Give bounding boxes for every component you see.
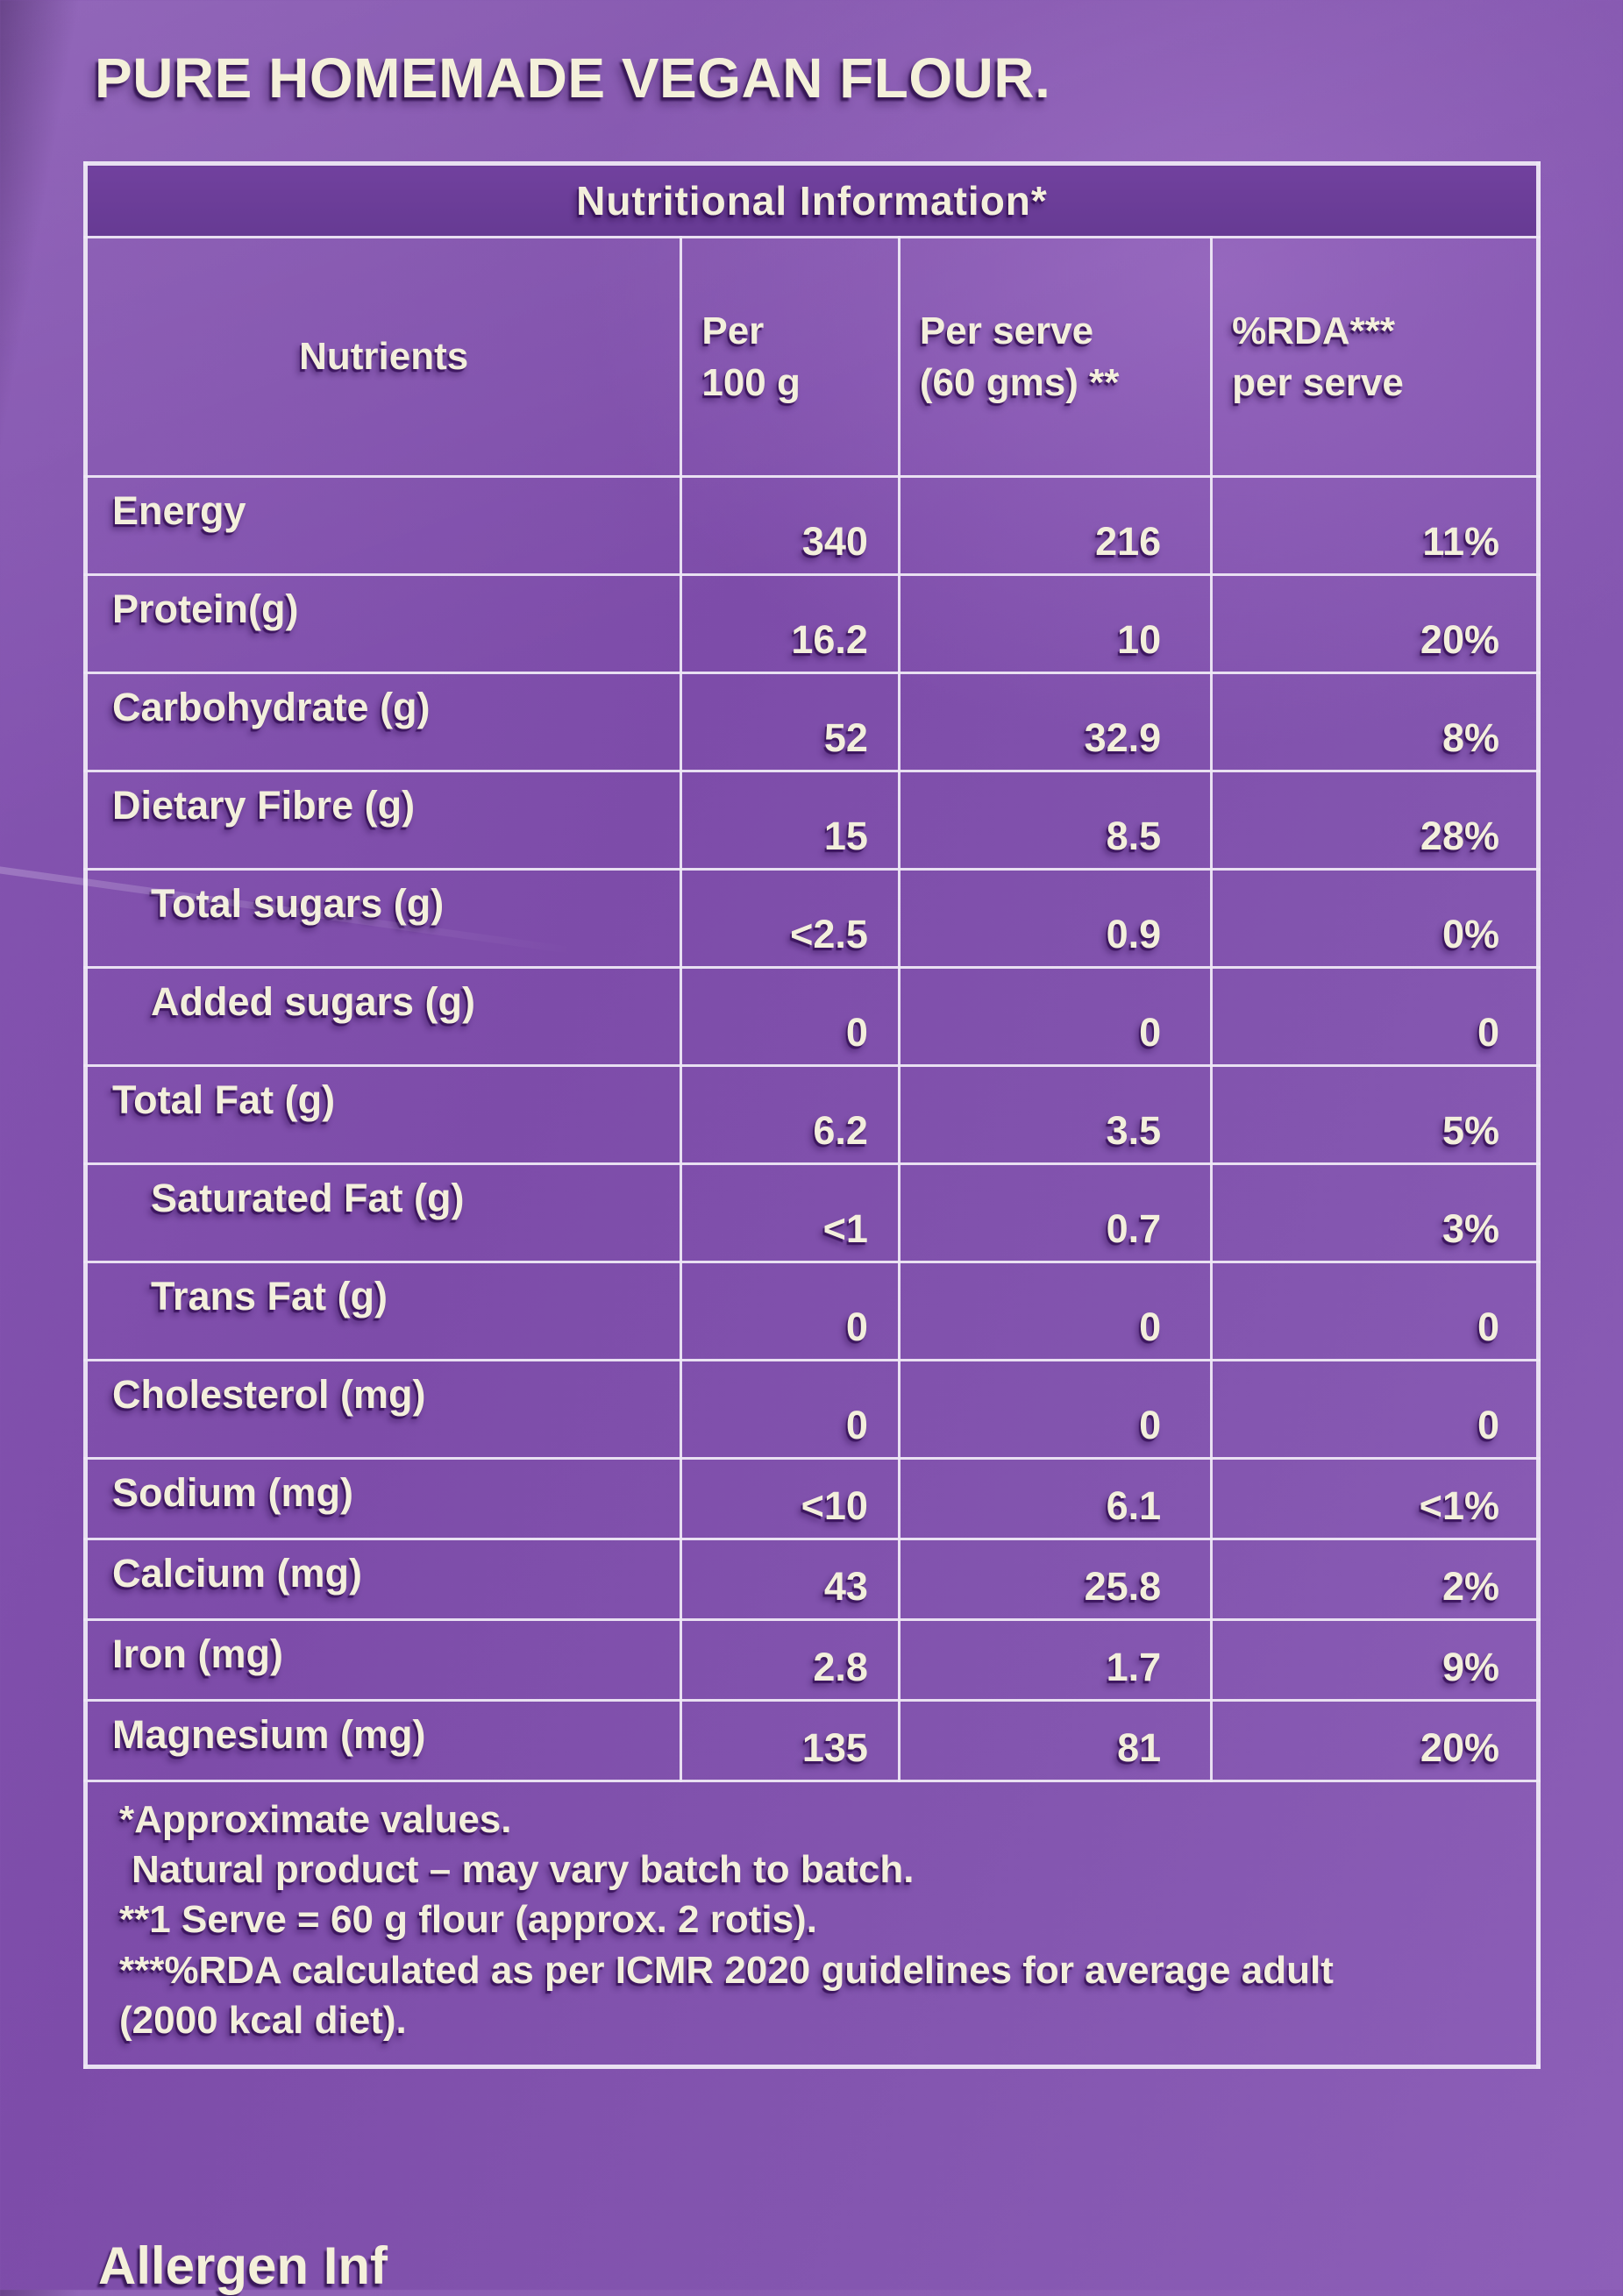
value-per-100g: 52	[680, 672, 900, 772]
nutrient-label: Total sugars (g)	[83, 868, 683, 969]
value-per-serve: 0.9	[897, 868, 1214, 969]
col-header-nutrients: Nutrients	[83, 236, 683, 478]
value-per-serve: 32.9	[897, 672, 1214, 772]
value-rda: 8%	[1210, 672, 1540, 772]
value-rda: 0	[1210, 1261, 1540, 1361]
table-header-row: Nutrients Per 100 g Per serve (60 gms) *…	[83, 236, 1540, 478]
value-per-serve: 3.5	[897, 1064, 1214, 1165]
nutrient-row: Carbohydrate (g) 52 32.9 8%	[83, 672, 1540, 772]
footnote: **1 Serve = 60 g flour (approx. 2 rotis)…	[119, 1898, 817, 1942]
value-rda: 0%	[1210, 868, 1540, 969]
value-per-serve: 0.7	[897, 1162, 1214, 1263]
footnote: *Approximate values.	[119, 1798, 512, 1841]
value-per-serve: 6.1	[897, 1457, 1214, 1540]
nutrient-row: Energy 340 216 11%	[83, 475, 1540, 576]
value-per-100g: 6.2	[680, 1064, 900, 1165]
value-per-serve: 8.5	[897, 770, 1214, 871]
value-per-100g: 16.2	[680, 573, 900, 674]
nutrient-label: Energy	[83, 475, 683, 576]
value-per-100g: 43	[680, 1538, 900, 1621]
nutrient-label: Sodium (mg)	[83, 1457, 683, 1540]
value-rda: 2%	[1210, 1538, 1540, 1621]
nutrient-label: Total Fat (g)	[83, 1064, 683, 1165]
nutrient-row: Iron (mg) 2.8 1.7 9%	[83, 1618, 1540, 1702]
value-per-serve: 216	[897, 475, 1214, 576]
value-rda: 20%	[1210, 573, 1540, 674]
nutrient-row: Cholesterol (mg) 0 0 0	[83, 1359, 1540, 1460]
nutrient-row: Dietary Fibre (g) 15 8.5 28%	[83, 770, 1540, 871]
value-per-100g: 135	[680, 1699, 900, 1782]
value-per-100g: 0	[680, 1359, 900, 1460]
nutrient-label: Carbohydrate (g)	[83, 672, 683, 772]
nutrient-label: Protein(g)	[83, 573, 683, 674]
value-per-serve: 25.8	[897, 1538, 1214, 1621]
value-rda: 20%	[1210, 1699, 1540, 1782]
footnote: ***%RDA calculated as per ICMR 2020 guid…	[119, 1948, 1334, 2042]
value-per-100g: <10	[680, 1457, 900, 1540]
nutrient-row: Total sugars (g) <2.5 0.9 0%	[83, 868, 1540, 969]
nutrient-row: Protein(g) 16.2 10 20%	[83, 573, 1540, 674]
footnotes: *Approximate values. Natural product – ma…	[119, 1795, 1513, 2045]
footnote: Natural product – may vary batch to batc…	[132, 1848, 915, 1892]
table-title: Nutritional Information*	[84, 162, 1540, 238]
nutrient-label: Trans Fat (g)	[83, 1261, 683, 1361]
value-per-100g: 0	[680, 966, 900, 1067]
value-per-100g: 15	[680, 770, 900, 871]
value-per-100g: 340	[680, 475, 900, 576]
nutrient-row: Sodium (mg) <10 6.1 <1%	[83, 1457, 1540, 1540]
allergen-heading-partial: Allergen Inf	[98, 2236, 388, 2295]
col-header-per-serve: Per serve (60 gms) **	[897, 236, 1214, 478]
value-rda: 0	[1210, 1359, 1540, 1460]
product-title: PURE HOMEMADE VEGAN FLOUR.	[95, 46, 1051, 110]
value-per-100g: 0	[680, 1261, 900, 1361]
value-per-serve: 0	[897, 1261, 1214, 1361]
nutrient-row: Saturated Fat (g) <1 0.7 3%	[83, 1162, 1540, 1263]
nutrient-row: Calcium (mg) 43 25.8 2%	[83, 1538, 1540, 1621]
nutrient-label: Added sugars (g)	[83, 966, 683, 1067]
nutrient-label: Cholesterol (mg)	[83, 1359, 683, 1460]
nutrient-label: Saturated Fat (g)	[83, 1162, 683, 1263]
value-per-serve: 0	[897, 1359, 1214, 1460]
nutrient-label: Magnesium (mg)	[83, 1699, 683, 1782]
value-rda: 0	[1210, 966, 1540, 1067]
value-rda: 28%	[1210, 770, 1540, 871]
table-title-row: Nutritional Information*	[84, 162, 1540, 238]
nutrition-table: Nutritional Information* Nutrients Per 1…	[83, 161, 1541, 2069]
nutrient-row: Total Fat (g) 6.2 3.5 5%	[83, 1064, 1540, 1165]
value-per-100g: 2.8	[680, 1618, 900, 1702]
value-per-serve: 10	[897, 573, 1214, 674]
value-rda: 9%	[1210, 1618, 1540, 1702]
value-per-serve: 81	[897, 1699, 1214, 1782]
footnotes-row: *Approximate values. Natural product – ma…	[84, 1780, 1540, 2068]
nutrient-row: Added sugars (g) 0 0 0	[83, 966, 1540, 1067]
value-per-serve: 0	[897, 966, 1214, 1067]
col-header-rda: %RDA*** per serve	[1210, 236, 1540, 478]
value-rda: 11%	[1210, 475, 1540, 576]
value-per-serve: 1.7	[897, 1618, 1214, 1702]
nutrient-label: Calcium (mg)	[83, 1538, 683, 1621]
nutrient-label: Dietary Fibre (g)	[83, 770, 683, 871]
value-rda: 5%	[1210, 1064, 1540, 1165]
value-rda: <1%	[1210, 1457, 1540, 1540]
nutrient-label: Iron (mg)	[83, 1618, 683, 1702]
value-per-100g: <1	[680, 1162, 900, 1263]
nutrient-row: Trans Fat (g) 0 0 0	[83, 1261, 1540, 1361]
value-per-100g: <2.5	[680, 868, 900, 969]
col-header-per-100g: Per 100 g	[680, 236, 900, 478]
value-rda: 3%	[1210, 1162, 1540, 1263]
nutrient-row: Magnesium (mg) 135 81 20%	[83, 1699, 1540, 1782]
